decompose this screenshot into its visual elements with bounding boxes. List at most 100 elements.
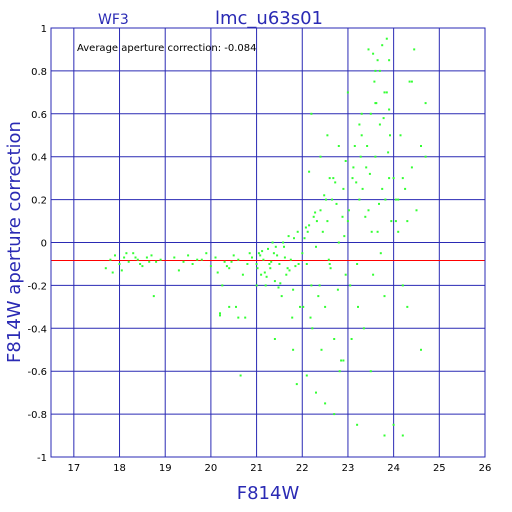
data-point bbox=[136, 258, 139, 261]
data-point bbox=[271, 241, 274, 244]
data-point bbox=[274, 245, 277, 248]
data-point bbox=[315, 245, 317, 248]
data-point bbox=[332, 177, 335, 180]
data-point bbox=[177, 269, 180, 272]
data-point bbox=[392, 423, 395, 426]
data-point bbox=[404, 187, 407, 190]
x-tick-label: 18 bbox=[113, 463, 126, 474]
data-point bbox=[235, 305, 237, 308]
data-point bbox=[159, 258, 162, 261]
data-point bbox=[359, 155, 362, 158]
data-point bbox=[420, 145, 422, 147]
x-tick-label: 26 bbox=[479, 463, 492, 474]
data-point bbox=[244, 316, 247, 319]
data-point bbox=[337, 241, 340, 244]
data-point bbox=[292, 288, 295, 291]
data-point bbox=[384, 198, 387, 201]
data-point bbox=[358, 123, 361, 126]
data-point bbox=[289, 258, 292, 261]
y-tick-label: 0.8 bbox=[31, 67, 47, 78]
data-point bbox=[268, 263, 271, 265]
data-point bbox=[315, 391, 317, 394]
data-point bbox=[132, 252, 135, 255]
data-point bbox=[232, 254, 235, 257]
data-point bbox=[155, 260, 158, 263]
reference-lines bbox=[51, 242, 485, 262]
data-point bbox=[225, 265, 228, 268]
data-point bbox=[182, 260, 185, 263]
data-point bbox=[219, 312, 221, 315]
data-point bbox=[272, 252, 275, 255]
data-point bbox=[309, 316, 312, 319]
data-point bbox=[399, 134, 402, 137]
data-point bbox=[230, 260, 233, 263]
data-point bbox=[324, 402, 327, 405]
data-point bbox=[248, 252, 251, 255]
data-point bbox=[328, 263, 331, 265]
data-point bbox=[109, 258, 112, 261]
data-point bbox=[337, 145, 340, 147]
data-point bbox=[353, 145, 356, 147]
data-point bbox=[372, 273, 375, 276]
x-tick-label: 24 bbox=[387, 463, 400, 474]
data-point bbox=[424, 102, 427, 105]
data-point bbox=[214, 256, 217, 259]
data-point bbox=[134, 256, 137, 259]
data-point bbox=[383, 434, 386, 437]
data-point bbox=[385, 91, 388, 94]
data-point bbox=[376, 59, 379, 62]
data-point bbox=[288, 269, 291, 272]
data-point bbox=[310, 284, 313, 287]
data-point bbox=[351, 177, 354, 180]
data-point bbox=[255, 284, 258, 287]
data-point bbox=[283, 245, 285, 248]
data-point bbox=[267, 247, 269, 250]
data-point bbox=[314, 211, 317, 214]
data-point bbox=[387, 151, 390, 154]
data-point bbox=[344, 160, 347, 162]
data-point bbox=[342, 187, 345, 190]
data-point bbox=[346, 91, 349, 94]
data-point bbox=[196, 258, 199, 261]
y-tick-labels: 1 0.8 0.6 0.4 0.2 0 -0.2 -0.4 -0.6 -0.8 -1 bbox=[27, 24, 47, 464]
data-point bbox=[376, 230, 379, 233]
data-point bbox=[283, 256, 286, 259]
data-point bbox=[287, 235, 290, 238]
data-point bbox=[310, 112, 313, 115]
data-point bbox=[259, 254, 262, 257]
data-point bbox=[329, 267, 332, 270]
data-point bbox=[150, 254, 153, 257]
data-point bbox=[401, 177, 404, 180]
data-point bbox=[304, 226, 307, 229]
data-point bbox=[209, 265, 212, 268]
data-point bbox=[118, 263, 121, 265]
data-point bbox=[152, 295, 155, 298]
y-tick-label: -0.6 bbox=[27, 367, 47, 378]
data-point bbox=[424, 155, 427, 158]
y-tick-label: -0.4 bbox=[27, 324, 47, 335]
data-point bbox=[326, 220, 329, 223]
data-point bbox=[358, 198, 361, 201]
data-point bbox=[223, 260, 226, 263]
data-point bbox=[125, 252, 128, 255]
data-point bbox=[114, 254, 116, 257]
data-point bbox=[340, 359, 343, 362]
data-point bbox=[369, 112, 372, 115]
data-point bbox=[305, 374, 308, 377]
data-point bbox=[278, 263, 281, 265]
data-point bbox=[366, 145, 369, 147]
data-point bbox=[273, 338, 276, 340]
x-tick-label: 21 bbox=[250, 463, 263, 474]
y-tick-label: 0 bbox=[41, 239, 47, 250]
data-point bbox=[374, 155, 377, 158]
data-point bbox=[408, 80, 411, 83]
data-point bbox=[302, 305, 305, 308]
data-point bbox=[255, 263, 258, 265]
y-tick-label: -1 bbox=[37, 453, 47, 464]
data-point bbox=[374, 102, 377, 105]
data-point bbox=[367, 48, 370, 51]
data-point bbox=[315, 220, 318, 223]
data-point bbox=[368, 172, 371, 175]
data-point bbox=[219, 314, 221, 317]
